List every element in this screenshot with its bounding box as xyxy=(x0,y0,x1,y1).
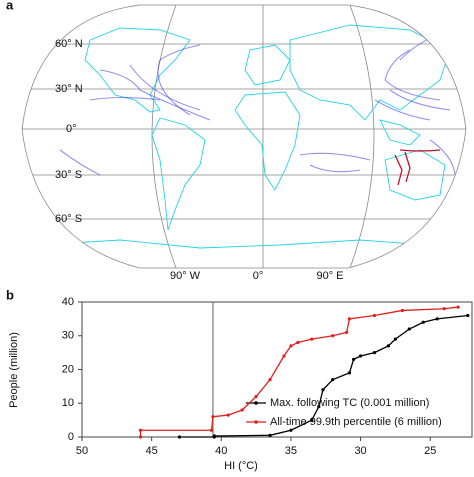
panel-label: a xyxy=(6,0,14,12)
point xyxy=(296,340,300,345)
point xyxy=(421,320,425,324)
x-axis-label: HI (°C) xyxy=(224,460,258,472)
lat-label: 0° xyxy=(66,123,77,135)
x-tick-label: 40 xyxy=(215,445,227,457)
point xyxy=(138,435,143,439)
point xyxy=(254,394,258,399)
legend-marker xyxy=(254,420,258,424)
point xyxy=(226,413,230,417)
point xyxy=(310,337,314,341)
point xyxy=(372,351,377,355)
lat-label: 60° S xyxy=(55,213,82,225)
point xyxy=(358,354,363,358)
point xyxy=(240,408,244,412)
y-tick-label: 10 xyxy=(62,397,74,409)
point xyxy=(211,415,215,419)
point xyxy=(209,428,214,432)
point xyxy=(393,337,397,341)
legend-marker xyxy=(254,401,258,405)
y-tick-label: 0 xyxy=(68,431,74,443)
point xyxy=(407,327,411,331)
point xyxy=(268,433,272,437)
point xyxy=(372,313,377,318)
point xyxy=(282,354,286,358)
point xyxy=(347,317,352,321)
point xyxy=(352,357,356,361)
point xyxy=(400,308,404,313)
point xyxy=(268,378,272,382)
point xyxy=(442,307,446,311)
point xyxy=(331,378,335,382)
lat-label: 30° N xyxy=(55,83,83,95)
point xyxy=(347,371,352,375)
point xyxy=(177,435,182,439)
point xyxy=(466,313,470,318)
point xyxy=(345,330,349,334)
point xyxy=(386,344,391,348)
point xyxy=(321,388,325,392)
map-body xyxy=(22,5,466,268)
lat-label: 60° N xyxy=(55,38,83,50)
y-tick-label: 20 xyxy=(62,363,74,375)
lon-label: 90° E xyxy=(316,270,343,282)
point xyxy=(138,428,143,432)
y-axis-label: People (million) xyxy=(8,332,20,408)
y-tick-label: 30 xyxy=(62,330,74,342)
point xyxy=(289,344,293,348)
lon-label: 0° xyxy=(253,270,264,282)
legend-label: All-time 99.9th percentile (6 million) xyxy=(270,416,442,428)
x-tick-label: 45 xyxy=(146,445,158,457)
x-tick-label: 50 xyxy=(76,445,88,457)
map: a 60° N 30° N 0° 30° S 60° S 90° W 0° 90… xyxy=(6,0,467,282)
point xyxy=(456,305,460,309)
x-tick-label: 30 xyxy=(354,445,366,457)
y-tick-label: 40 xyxy=(62,296,74,308)
point xyxy=(331,334,335,338)
x-tick-label: 35 xyxy=(285,445,297,457)
point xyxy=(212,434,216,438)
point xyxy=(317,405,321,409)
panel-label: b xyxy=(6,287,14,302)
point xyxy=(289,428,293,432)
point xyxy=(310,418,314,422)
lon-label: 90° W xyxy=(170,270,201,282)
legend-label: Max. following TC (0.001 million) xyxy=(270,397,429,409)
x-tick-label: 25 xyxy=(424,445,436,457)
point xyxy=(435,317,439,321)
lat-label: 30° S xyxy=(55,169,82,181)
